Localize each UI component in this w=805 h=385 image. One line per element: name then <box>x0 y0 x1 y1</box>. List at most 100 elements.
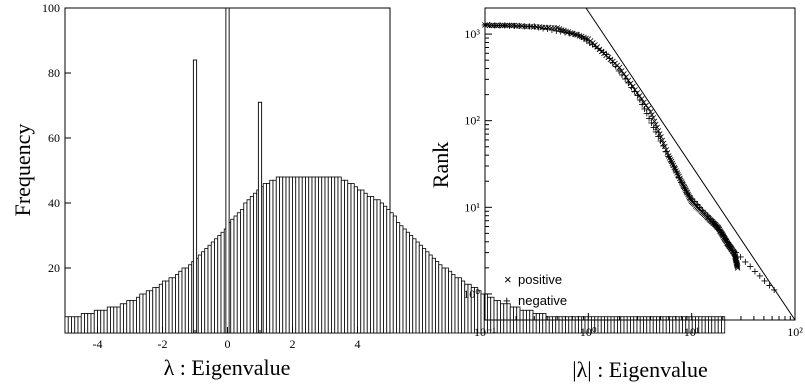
negative-point: + <box>530 22 538 33</box>
histogram-bar <box>311 176 316 334</box>
positive-point: × <box>637 94 645 105</box>
histogram-spike-bar <box>257 101 263 334</box>
negative-point: + <box>615 66 623 77</box>
positive-point: × <box>699 208 707 219</box>
histogram-y-tick-label: 100 <box>42 1 60 15</box>
positive-point: × <box>714 224 722 235</box>
negative-point: + <box>710 218 718 229</box>
histogram-bar <box>418 244 423 334</box>
positive-point: × <box>564 27 572 38</box>
positive-point: × <box>671 164 679 175</box>
positive-point: × <box>731 250 739 261</box>
histogram-bar <box>552 316 557 334</box>
histogram-bar <box>379 202 384 334</box>
positive-point: × <box>515 21 523 32</box>
histogram-y-ticks: 20 40 60 80 100 <box>42 1 71 275</box>
negative-point: + <box>770 285 778 296</box>
histogram-bar <box>383 205 388 334</box>
histogram-bar <box>568 316 573 334</box>
positive-point: × <box>703 212 711 223</box>
histogram-bar <box>597 316 602 334</box>
negative-point: + <box>703 211 711 222</box>
negative-point: + <box>662 146 670 157</box>
histogram-bar <box>181 267 186 334</box>
negative-point: + <box>667 157 675 168</box>
histogram-bar <box>279 176 284 334</box>
positive-point: × <box>606 55 614 66</box>
positive-point: × <box>492 20 500 31</box>
histogram-bar <box>662 316 667 334</box>
histogram-bar <box>84 313 89 334</box>
legend-marker-positive: × <box>504 272 512 287</box>
positive-point: × <box>689 198 697 209</box>
negative-point: + <box>600 47 608 58</box>
negative-point: + <box>627 82 635 93</box>
histogram-bar <box>106 306 111 334</box>
positive-point: × <box>557 25 565 36</box>
histogram-bar <box>90 313 95 334</box>
negative-point: + <box>618 70 626 81</box>
positive-point: × <box>728 245 736 256</box>
histogram-bar <box>132 300 137 334</box>
positive-point: × <box>597 46 605 57</box>
rank-fit-line-path <box>585 7 796 321</box>
histogram-bar <box>610 316 615 334</box>
positive-point: × <box>730 248 738 259</box>
positive-point: × <box>691 200 699 211</box>
positive-point: × <box>732 256 740 267</box>
positive-point: × <box>505 21 513 32</box>
positive-point: × <box>681 184 689 195</box>
positive-point: × <box>732 258 740 269</box>
positive-point: × <box>659 138 667 149</box>
positive-point: × <box>617 66 625 77</box>
histogram-bar <box>253 192 258 334</box>
histogram-spike-bar <box>225 7 230 334</box>
positive-point: × <box>521 21 529 32</box>
histogram-y-tick-label: 20 <box>48 261 60 275</box>
positive-point: × <box>686 194 694 205</box>
positive-point: × <box>722 237 730 248</box>
positive-point: × <box>731 251 739 262</box>
negative-point: + <box>570 29 578 40</box>
positive-point: × <box>674 170 682 181</box>
negative-point: + <box>756 271 764 282</box>
histogram-bar <box>77 316 82 334</box>
negative-point: + <box>594 44 602 55</box>
negative-point: + <box>722 235 730 246</box>
histogram-bar <box>639 316 644 334</box>
negative-point: + <box>688 194 696 205</box>
rank-x-axis-label: |λ| : Eigenvalue <box>572 357 708 382</box>
histogram-bar <box>87 313 92 334</box>
positive-point: × <box>496 20 504 31</box>
negative-point: + <box>496 20 504 31</box>
positive-point: × <box>602 50 610 61</box>
positive-point: × <box>635 91 643 102</box>
positive-point: × <box>650 116 658 127</box>
histogram-bar <box>136 296 141 334</box>
histogram-bar <box>607 316 612 334</box>
positive-point: × <box>615 63 623 74</box>
negative-point: + <box>713 222 721 233</box>
positive-point: × <box>566 28 574 39</box>
histogram-bar <box>542 313 547 334</box>
negative-point: + <box>751 266 759 277</box>
histogram-bar <box>558 316 563 334</box>
negative-point: + <box>612 62 620 73</box>
histogram-bar <box>272 179 277 334</box>
histogram-bar <box>318 176 323 334</box>
positive-point: × <box>678 179 686 190</box>
positive-point: × <box>714 223 722 234</box>
histogram-bar <box>275 176 280 334</box>
histogram-bar <box>451 274 456 334</box>
positive-point: × <box>696 205 704 216</box>
positive-point: × <box>725 241 733 252</box>
negative-point: + <box>645 113 653 124</box>
legend-marker-negative: + <box>503 293 511 308</box>
histogram-bar <box>357 189 362 334</box>
negative-point: + <box>486 20 494 31</box>
negative-point: + <box>548 25 556 36</box>
negative-point: + <box>505 21 513 32</box>
histogram-bar <box>539 313 544 334</box>
histogram-bar <box>669 316 674 334</box>
positive-point: × <box>494 20 502 31</box>
